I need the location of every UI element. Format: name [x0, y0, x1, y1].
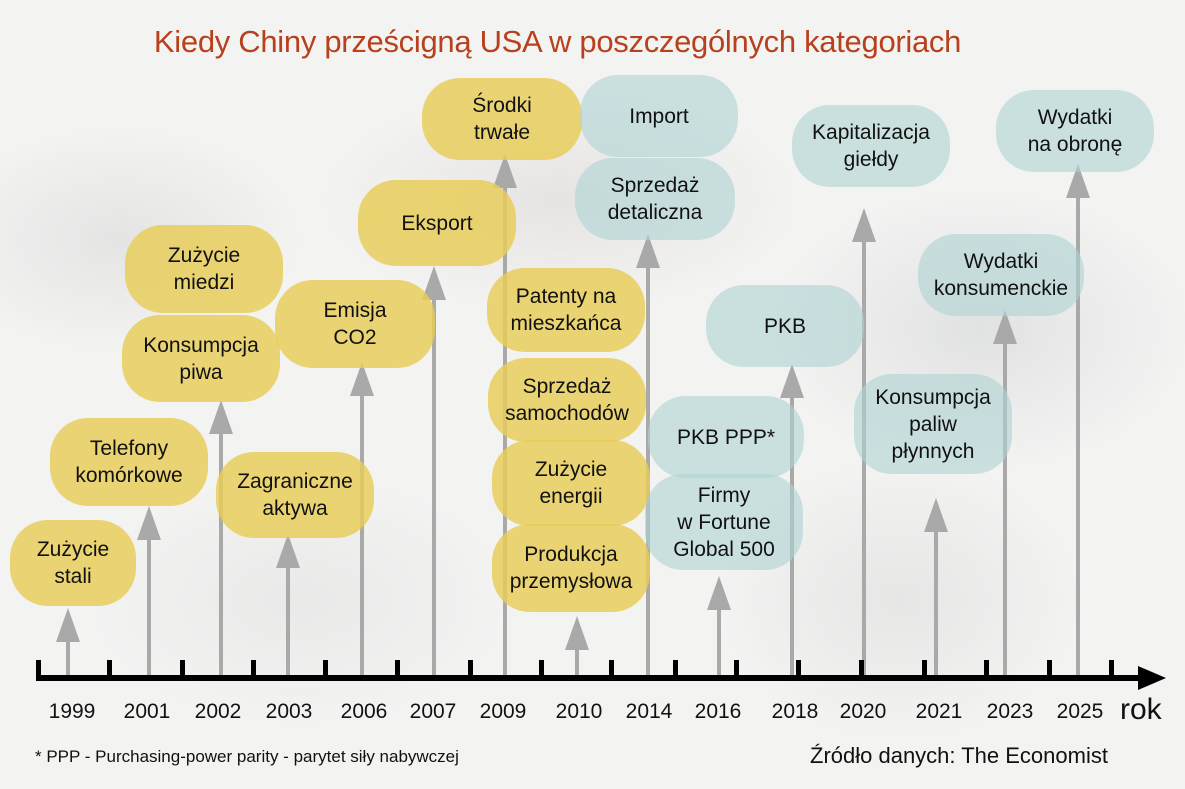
event-zuzycie-miedzi: Zużycie miedzi	[125, 225, 283, 313]
axis-tick	[180, 660, 185, 678]
axis-tick	[609, 660, 614, 678]
event-sprzedaz-samochodow: Sprzedaż samochodów	[488, 358, 646, 442]
axis-tick	[251, 660, 256, 678]
event-eksport: Eksport	[358, 180, 516, 266]
year-label: 2007	[409, 700, 457, 723]
event-zuzycie-stali: Zużycie stali	[10, 520, 136, 606]
year-label: 2010	[555, 700, 603, 723]
axis-arrow-icon	[1138, 666, 1166, 690]
event-telefony-komorkowe: Telefony komórkowe	[50, 418, 208, 506]
axis-tick	[468, 660, 473, 678]
event-kapitalizacja-gieldy: Kapitalizacja giełdy	[792, 105, 950, 187]
event-zuzycie-energii: Zużycie energii	[492, 440, 650, 526]
year-label: 2001	[123, 700, 171, 723]
year-label: 2016	[694, 700, 742, 723]
event-wydatki-konsumenckie: Wydatki konsumenckie	[918, 234, 1084, 316]
axis-tick	[984, 660, 989, 678]
event-zagraniczne-aktywa: Zagraniczne aktywa	[216, 452, 374, 538]
chart-title: Kiedy Chiny prześcigną USA w poszczególn…	[153, 24, 962, 59]
event-konsumpcja-paliw: Konsumpcja paliw płynnych	[854, 374, 1012, 474]
event-emisja-co2: Emisja CO2	[275, 280, 435, 368]
event-konsumpcja-piwa: Konsumpcja piwa	[122, 315, 280, 402]
year-label: 2023	[986, 700, 1034, 723]
axis-tick	[539, 660, 544, 678]
axis-tick	[323, 660, 328, 678]
axis-tick	[1047, 660, 1052, 678]
event-pkb: PKB	[706, 285, 864, 367]
event-pkb-ppp: PKB PPP*	[648, 396, 804, 478]
year-label: 1999	[48, 700, 96, 723]
event-produkcja-przemyslowa: Produkcja przemysłowa	[492, 524, 650, 612]
source-note: Źródło danych: The Economist	[810, 743, 1108, 768]
axis-tick	[1109, 660, 1114, 678]
axis-tick	[107, 660, 112, 678]
year-label: 2003	[265, 700, 313, 723]
year-label: 2018	[771, 700, 819, 723]
year-label: 2014	[625, 700, 673, 723]
event-import: Import	[580, 75, 738, 157]
event-firmy-fortune: Firmy w Fortune Global 500	[645, 474, 803, 570]
event-sprzedaz-detaliczna: Sprzedaż detaliczna	[575, 158, 735, 240]
axis-tick	[734, 660, 739, 678]
year-label: 2002	[194, 700, 242, 723]
axis-tick	[36, 660, 41, 678]
event-patenty-na-mieszkanca: Patenty na mieszkańca	[487, 268, 645, 352]
axis-tick	[395, 660, 400, 678]
year-label: 2020	[839, 700, 887, 723]
year-label: 2021	[915, 700, 963, 723]
year-label: 2025	[1056, 700, 1104, 723]
axis-label: rok	[1120, 693, 1162, 726]
axis-tick	[796, 660, 801, 678]
event-wydatki-na-obrone: Wydatki na obronę	[996, 90, 1154, 172]
axis-tick	[859, 660, 864, 678]
year-label: 2009	[479, 700, 527, 723]
year-label: 2006	[340, 700, 388, 723]
axis-tick	[922, 660, 927, 678]
event-srodki-trwale: Środki trwałe	[422, 78, 582, 160]
time-axis	[36, 675, 1146, 681]
footnote: * PPP - Purchasing-power parity - paryte…	[35, 747, 459, 766]
axis-tick	[673, 660, 678, 678]
